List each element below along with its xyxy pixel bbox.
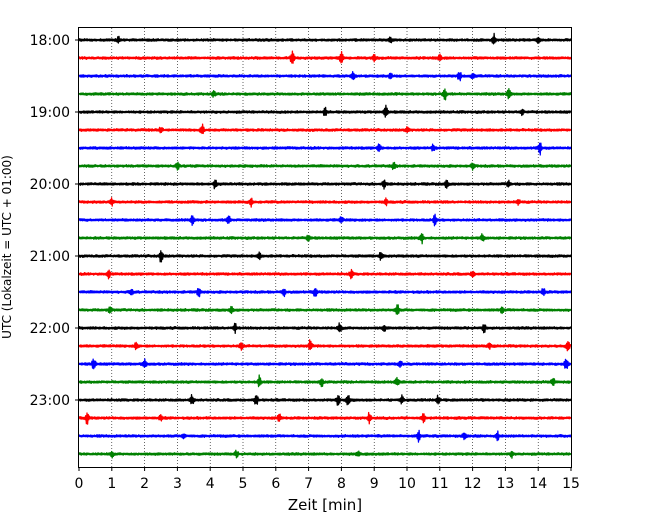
y-tick-label: 18:00 — [30, 33, 70, 49]
seismic-trace — [78, 233, 572, 245]
seismic-trace — [78, 197, 572, 208]
seismic-trace — [78, 161, 572, 171]
y-tick-label: 20:00 — [30, 177, 70, 193]
x-tick-label: 1 — [107, 476, 116, 492]
x-tick-label: 8 — [337, 476, 346, 492]
seismic-trace — [78, 287, 572, 298]
plot-frame — [78, 27, 572, 468]
x-tick-label: 3 — [173, 476, 182, 492]
seismic-trace — [78, 71, 572, 82]
x-tick-label: 7 — [304, 476, 313, 492]
x-tick-label: 9 — [370, 476, 379, 492]
x-tick-label: 13 — [496, 476, 514, 492]
seismic-trace — [78, 411, 572, 425]
x-tick-label: 14 — [529, 476, 547, 492]
vertical-grid — [111, 28, 539, 467]
x-tick-label: 12 — [464, 476, 482, 492]
x-tick-label: 11 — [431, 476, 449, 492]
seismic-trace — [78, 339, 572, 352]
x-tick-label: 4 — [206, 476, 215, 492]
seismic-trace — [78, 50, 572, 64]
x-tick-label: 10 — [398, 476, 416, 492]
seismic-trace — [78, 179, 572, 190]
seismic-trace — [78, 123, 572, 135]
y-tick-label: 21:00 — [30, 249, 70, 265]
x-tick-label: 5 — [239, 476, 248, 492]
y-axis-label: UTC (Lokalzeit = UTC + 01:00) — [0, 155, 14, 339]
x-axis-label: Zeit [min] — [288, 496, 362, 514]
seismic-trace — [78, 429, 572, 443]
seismic-trace — [78, 374, 572, 388]
seismic-trace — [78, 358, 572, 370]
y-tick-label: 22:00 — [30, 321, 70, 337]
x-tick-label: 6 — [271, 476, 280, 492]
y-tick-label: 19:00 — [30, 105, 70, 121]
seismic-trace — [78, 394, 572, 406]
x-tick-label: 15 — [562, 476, 580, 492]
seismic-trace — [78, 87, 572, 101]
seismic-trace — [78, 268, 572, 280]
seismic-trace — [78, 304, 572, 315]
seismic-trace — [78, 32, 572, 45]
seismic-traces — [78, 32, 572, 459]
seismic-trace — [78, 213, 572, 227]
x-tick-label: 0 — [75, 476, 84, 492]
seismic-trace — [78, 449, 572, 459]
seismic-trace — [78, 104, 572, 118]
x-tick-label: 2 — [140, 476, 149, 492]
seismic-trace — [78, 142, 572, 156]
seismic-trace — [78, 322, 572, 334]
seismic-trace — [78, 250, 572, 263]
y-tick-label: 23:00 — [30, 393, 70, 409]
axis-ticks: 0 1 2 3 4 5 6 7 8 9 10 11 12 13 14 1518:0019:0020:0021:… — [30, 33, 580, 492]
